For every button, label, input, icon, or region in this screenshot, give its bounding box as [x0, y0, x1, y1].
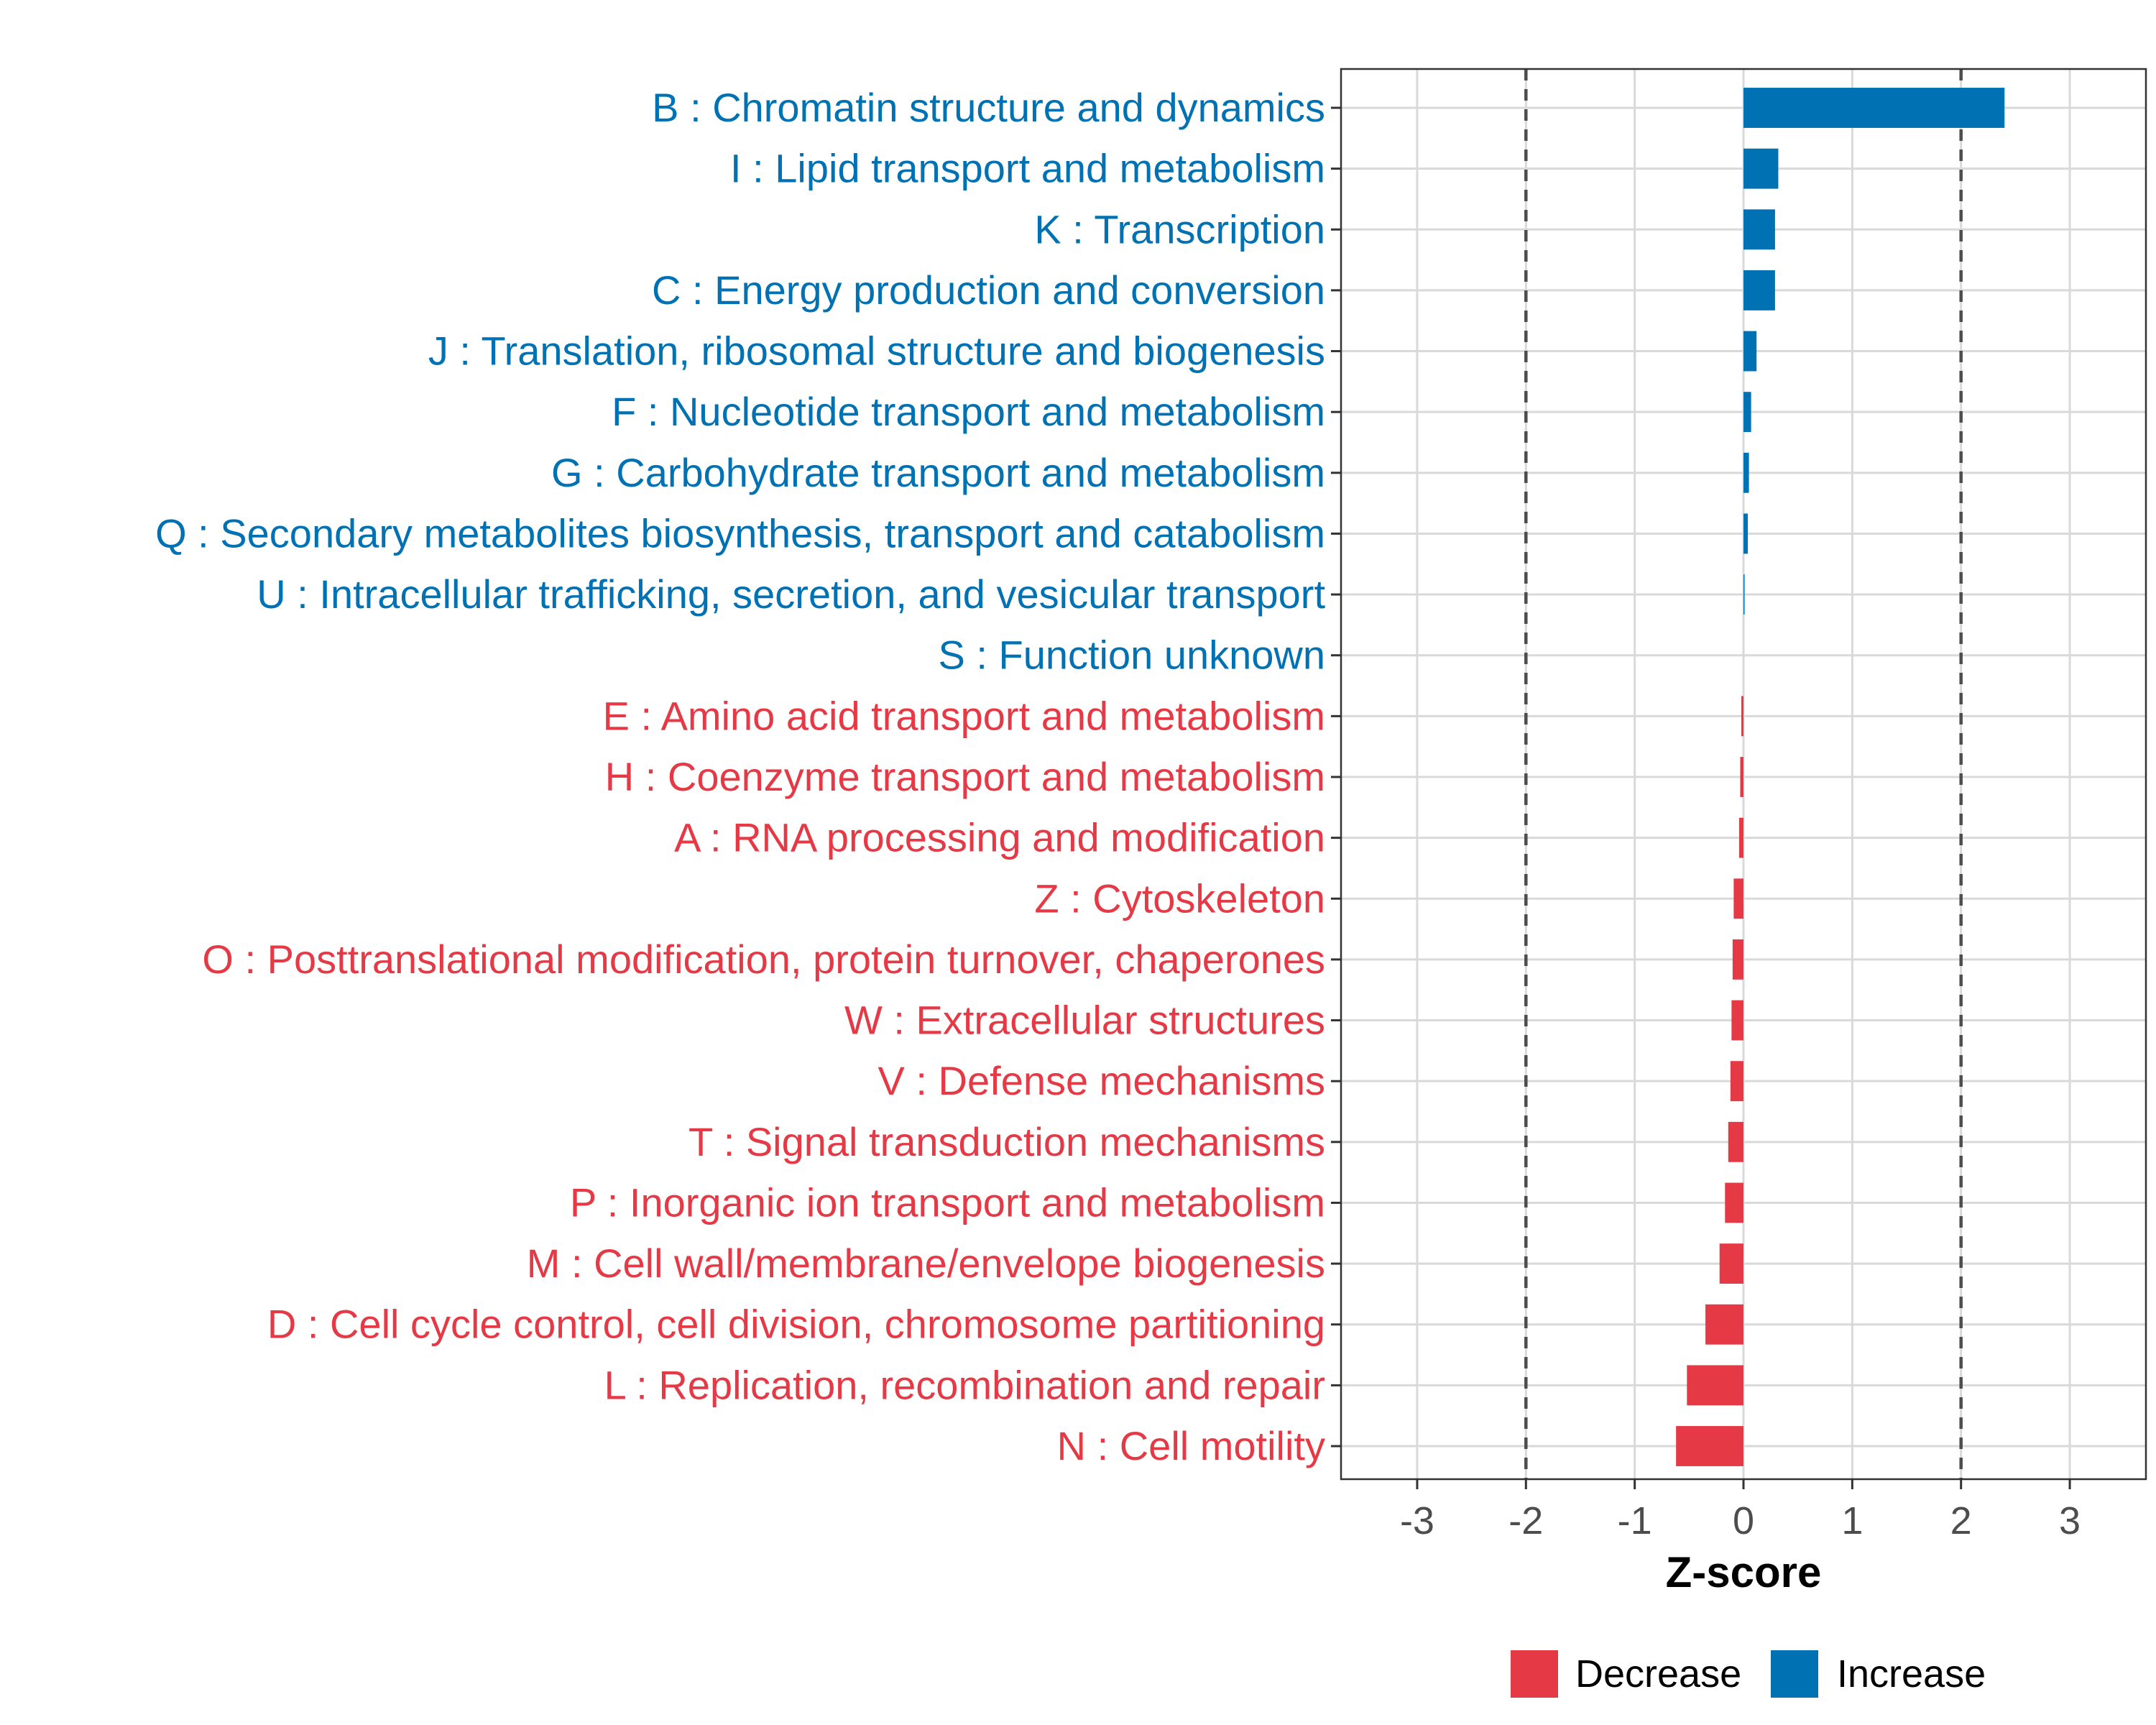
- y-axis-ticks: [1331, 106, 1341, 1448]
- legend-swatch-increase: [1771, 1650, 1818, 1698]
- bar-13: [1733, 878, 1743, 919]
- bar-20: [1705, 1304, 1743, 1345]
- y-tick-label-11: H : Coenzyme transport and metabolism: [605, 754, 1325, 799]
- bar-0: [1743, 88, 2005, 128]
- legend-label-decrease: Decrease: [1575, 1652, 1741, 1696]
- x-tick-label-4: 1: [1841, 1499, 1863, 1542]
- bar-4: [1743, 331, 1757, 372]
- y-tick-label-12: A : RNA processing and modification: [674, 815, 1325, 860]
- x-tick-label-6: 3: [2059, 1499, 2081, 1542]
- y-tick-label-3: C : Energy production and conversion: [652, 267, 1325, 313]
- y-tick-label-18: P : Inorganic ion transport and metaboli…: [570, 1179, 1325, 1225]
- y-tick-label-8: U : Intracellular trafficking, secretion…: [257, 571, 1325, 617]
- bar-5: [1743, 392, 1751, 433]
- y-axis-labels: B : Chromatin structure and dynamics I : …: [155, 85, 1325, 1468]
- bar-18: [1725, 1182, 1743, 1223]
- bar-14: [1732, 939, 1743, 980]
- bar-15: [1731, 1000, 1743, 1041]
- y-tick-label-17: T : Signal transduction mechanisms: [688, 1119, 1325, 1164]
- bar-3: [1743, 270, 1775, 310]
- bar-6: [1743, 452, 1749, 493]
- y-tick-label-13: Z : Cytoskeleton: [1034, 875, 1325, 921]
- y-tick-label-1: I : Lipid transport and metabolism: [730, 146, 1325, 191]
- bar-8: [1743, 574, 1745, 615]
- x-tick-label-5: 2: [1950, 1499, 1972, 1542]
- y-tick-label-9: S : Function unknown: [938, 632, 1325, 678]
- bar-11: [1740, 757, 1743, 797]
- reference-lines: [1524, 69, 1963, 1479]
- y-tick-label-10: E : Amino acid transport and metabolism: [603, 693, 1325, 738]
- y-tick-label-19: M : Cell wall/membrane/envelope biogenes…: [527, 1241, 1325, 1286]
- x-axis-ticks: -3 -2 -1 0 1 2 3: [1400, 1479, 2081, 1542]
- bar-21: [1687, 1365, 1743, 1406]
- y-tick-label-4: J : Translation, ribosomal structure and…: [428, 328, 1325, 374]
- y-tick-label-5: F : Nucleotide transport and metabolism: [612, 389, 1325, 434]
- legend-swatch-decrease: [1511, 1650, 1558, 1698]
- y-tick-label-0: B : Chromatin structure and dynamics: [652, 85, 1325, 130]
- y-tick-label-16: V : Defense mechanisms: [878, 1058, 1325, 1103]
- legend: Decrease Increase: [1511, 1650, 1986, 1698]
- y-tick-label-20: D : Cell cycle control, cell division, c…: [267, 1302, 1325, 1347]
- y-tick-label-6: G : Carbohydrate transport and metabolis…: [551, 450, 1325, 495]
- y-tick-label-2: K : Transcription: [1034, 206, 1325, 252]
- x-axis-title: Z-score: [1666, 1548, 1822, 1596]
- bar-17: [1728, 1121, 1743, 1162]
- y-tick-label-14: O : Posttranslational modification, prot…: [202, 937, 1325, 982]
- bar-16: [1730, 1061, 1743, 1102]
- y-tick-label-21: L : Replication, recombination and repai…: [604, 1362, 1325, 1407]
- x-tick-label-2: -1: [1618, 1499, 1652, 1542]
- bar-7: [1743, 513, 1749, 554]
- bar-22: [1676, 1426, 1743, 1466]
- x-tick-label-3: 0: [1733, 1499, 1754, 1542]
- y-tick-label-7: Q : Secondary metabolites biosynthesis, …: [155, 510, 1325, 556]
- bar-19: [1719, 1243, 1743, 1284]
- x-tick-label-1: -2: [1508, 1499, 1543, 1542]
- x-tick-label-0: -3: [1400, 1499, 1434, 1542]
- bar-10: [1741, 696, 1743, 737]
- legend-label-increase: Increase: [1837, 1652, 1986, 1696]
- bar-2: [1743, 209, 1775, 250]
- y-tick-label-22: N : Cell motility: [1057, 1423, 1325, 1468]
- bars: [1676, 88, 2005, 1466]
- bar-12: [1738, 817, 1743, 858]
- bar-1: [1743, 148, 1779, 189]
- y-tick-label-15: W : Extracellular structures: [844, 998, 1325, 1043]
